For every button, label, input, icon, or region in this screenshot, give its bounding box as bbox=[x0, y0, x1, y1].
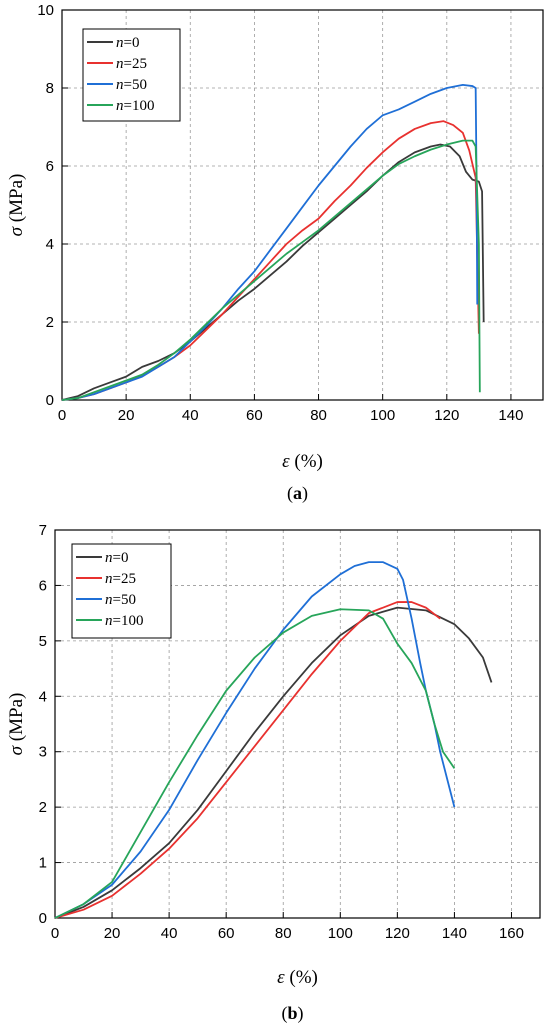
legend-label: n=0 bbox=[105, 550, 128, 566]
legend-label: n=50 bbox=[116, 77, 147, 93]
caption-close: ) bbox=[302, 483, 308, 504]
series-line-n100 bbox=[54, 608, 456, 919]
x-tick-label: 140 bbox=[498, 407, 523, 424]
legend-val: =0 bbox=[113, 550, 129, 566]
x-tick-label: 0 bbox=[51, 925, 59, 942]
series-line-n0 bbox=[61, 143, 485, 401]
legend-var: n bbox=[116, 56, 124, 72]
y-tick-label: 4 bbox=[46, 236, 54, 253]
legend-val: =50 bbox=[124, 77, 147, 93]
legend-var: n bbox=[116, 77, 124, 93]
figure-caption: (b) bbox=[281, 1003, 303, 1024]
x-axis-unit: (%) bbox=[285, 967, 318, 988]
legend: n=0n=25n=50n=100 bbox=[71, 543, 172, 639]
series-line-n50 bbox=[61, 83, 479, 401]
y-tick-label: 10 bbox=[37, 2, 54, 19]
chart-a: 0 20 40 60 80 100 120 1400246810n=0n=25n=50n=10… bbox=[6, 2, 544, 504]
series-line-n0 bbox=[54, 606, 493, 919]
legend-label: n=50 bbox=[105, 592, 136, 608]
x-tick-label: 140 bbox=[442, 925, 467, 942]
x-axis-symbol: ε bbox=[277, 967, 285, 988]
legend-val: =50 bbox=[113, 592, 136, 608]
caption-letter: a bbox=[293, 483, 302, 503]
y-axis-symbol: σ bbox=[6, 745, 27, 755]
caption-letter: b bbox=[287, 1003, 297, 1023]
legend-val: =25 bbox=[113, 571, 136, 587]
y-axis-unit: (MPa) bbox=[6, 693, 27, 746]
legend-var: n bbox=[116, 35, 124, 51]
legend: n=0n=25n=50n=100 bbox=[82, 28, 181, 122]
y-tick-label: 0 bbox=[46, 392, 54, 409]
x-tick-label: 100 bbox=[328, 925, 353, 942]
x-axis-label: ε (%) bbox=[277, 967, 318, 988]
legend-box bbox=[71, 543, 172, 639]
y-tick-label: 2 bbox=[46, 314, 54, 331]
x-tick-label: 60 bbox=[218, 925, 235, 942]
legend-val: =100 bbox=[124, 98, 155, 114]
legend-val: =25 bbox=[124, 56, 147, 72]
legend-var: n bbox=[105, 592, 113, 608]
legend-val: =0 bbox=[124, 35, 140, 51]
x-tick-label: 80 bbox=[275, 925, 292, 942]
caption-open: ( bbox=[281, 1003, 287, 1024]
figure-caption: (a) bbox=[287, 483, 308, 504]
x-axis-label: ε (%) bbox=[282, 451, 323, 472]
caption-close: ) bbox=[298, 1003, 304, 1024]
y-axis-label: σ (MPa) bbox=[6, 693, 27, 756]
y-tick-label: 3 bbox=[39, 744, 47, 761]
x-tick-label: 160 bbox=[499, 925, 524, 942]
x-tick-label: 60 bbox=[246, 407, 263, 424]
x-tick-label: 20 bbox=[118, 407, 135, 424]
x-tick-label: 0 bbox=[58, 407, 66, 424]
x-tick-label: 120 bbox=[434, 407, 459, 424]
y-tick-label: 5 bbox=[39, 633, 47, 650]
y-axis-symbol: σ bbox=[6, 226, 27, 236]
series-line-n25 bbox=[54, 601, 441, 919]
plot-frame bbox=[61, 9, 544, 401]
y-tick-label: 6 bbox=[39, 577, 47, 594]
y-axis-unit: (MPa) bbox=[6, 174, 27, 227]
y-tick-label: 1 bbox=[39, 855, 47, 872]
x-tick-label: 40 bbox=[161, 925, 178, 942]
plot-frame bbox=[54, 529, 541, 919]
y-tick-label: 7 bbox=[39, 522, 47, 539]
y-tick-label: 2 bbox=[39, 799, 47, 816]
x-tick-label: 40 bbox=[182, 407, 199, 424]
series-line-n25 bbox=[61, 120, 480, 401]
y-tick-label: 8 bbox=[46, 80, 54, 97]
x-tick-label: 120 bbox=[385, 925, 410, 942]
legend-label: n=25 bbox=[105, 571, 136, 587]
legend-label: n=100 bbox=[116, 98, 154, 114]
series-line-n100 bbox=[61, 139, 481, 401]
x-axis-unit: (%) bbox=[290, 451, 323, 472]
y-tick-label: 0 bbox=[39, 910, 47, 927]
legend-label: n=25 bbox=[116, 56, 147, 72]
x-tick-label: 80 bbox=[310, 407, 327, 424]
legend-var: n bbox=[105, 613, 113, 629]
legend-var: n bbox=[105, 550, 113, 566]
x-tick-label: 100 bbox=[370, 407, 395, 424]
y-tick-label: 4 bbox=[39, 688, 47, 705]
chart-b: 0 20 40 60 80 100 120 140 16001234567n=0n=25n=50… bbox=[6, 522, 541, 1024]
legend-var: n bbox=[105, 571, 113, 587]
legend-label: n=100 bbox=[105, 613, 143, 629]
y-tick-label: 6 bbox=[46, 158, 54, 175]
legend-val: =100 bbox=[113, 613, 144, 629]
y-axis-label: σ (MPa) bbox=[6, 174, 27, 237]
caption-open: ( bbox=[287, 483, 293, 504]
x-axis-symbol: ε bbox=[282, 451, 290, 472]
legend-label: n=0 bbox=[116, 35, 139, 51]
x-tick-label: 20 bbox=[104, 925, 121, 942]
legend-var: n bbox=[116, 98, 124, 114]
